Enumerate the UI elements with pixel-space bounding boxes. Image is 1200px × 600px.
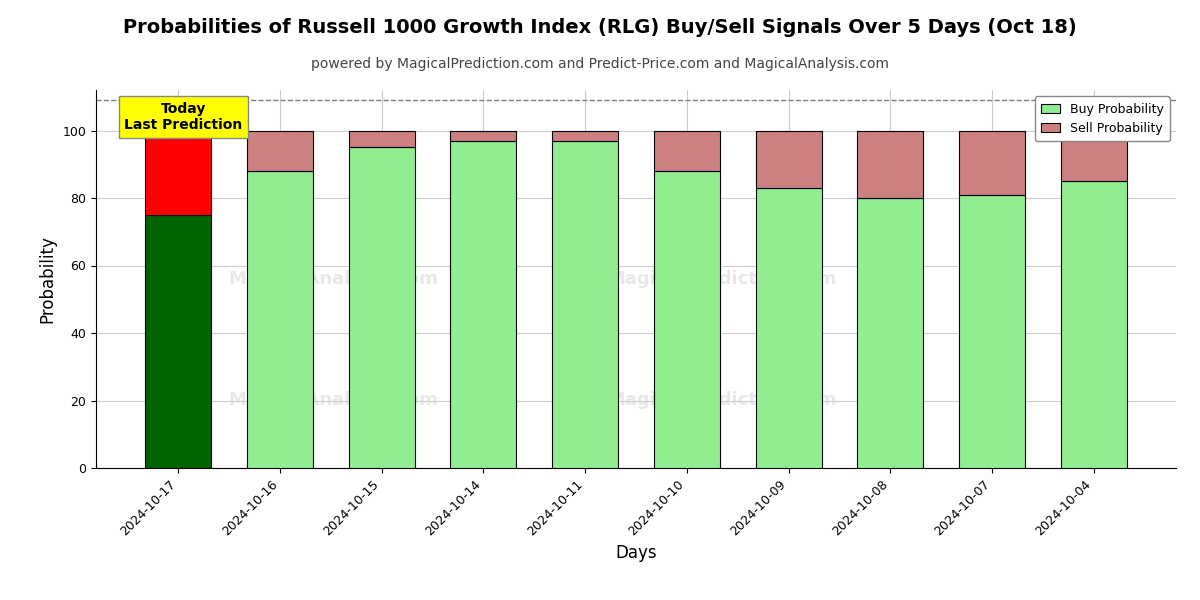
Bar <box>857 198 924 468</box>
Bar <box>959 130 1025 194</box>
Bar <box>654 130 720 171</box>
Bar <box>247 171 313 468</box>
Bar <box>145 215 211 468</box>
X-axis label: Days: Days <box>616 544 656 562</box>
Bar <box>450 140 516 468</box>
Y-axis label: Probability: Probability <box>38 235 56 323</box>
Bar <box>1061 181 1127 468</box>
Text: MagicalAnalysis.com: MagicalAnalysis.com <box>229 391 438 409</box>
Bar <box>654 171 720 468</box>
Legend: Buy Probability, Sell Probability: Buy Probability, Sell Probability <box>1034 96 1170 141</box>
Bar <box>450 130 516 140</box>
Bar <box>552 140 618 468</box>
Bar <box>756 188 822 468</box>
Bar <box>247 130 313 171</box>
Bar <box>145 130 211 215</box>
Text: MagicalPrediction.com: MagicalPrediction.com <box>607 270 838 288</box>
Bar <box>756 130 822 188</box>
Bar <box>959 194 1025 468</box>
Bar <box>857 130 924 198</box>
Text: MagicalPrediction.com: MagicalPrediction.com <box>607 391 838 409</box>
Bar <box>348 148 415 468</box>
Text: Probabilities of Russell 1000 Growth Index (RLG) Buy/Sell Signals Over 5 Days (O: Probabilities of Russell 1000 Growth Ind… <box>124 18 1076 37</box>
Bar <box>552 130 618 140</box>
Bar <box>1061 130 1127 181</box>
Text: Today
Last Prediction: Today Last Prediction <box>124 102 242 132</box>
Text: powered by MagicalPrediction.com and Predict-Price.com and MagicalAnalysis.com: powered by MagicalPrediction.com and Pre… <box>311 57 889 71</box>
Bar <box>348 130 415 148</box>
Text: MagicalAnalysis.com: MagicalAnalysis.com <box>229 270 438 288</box>
